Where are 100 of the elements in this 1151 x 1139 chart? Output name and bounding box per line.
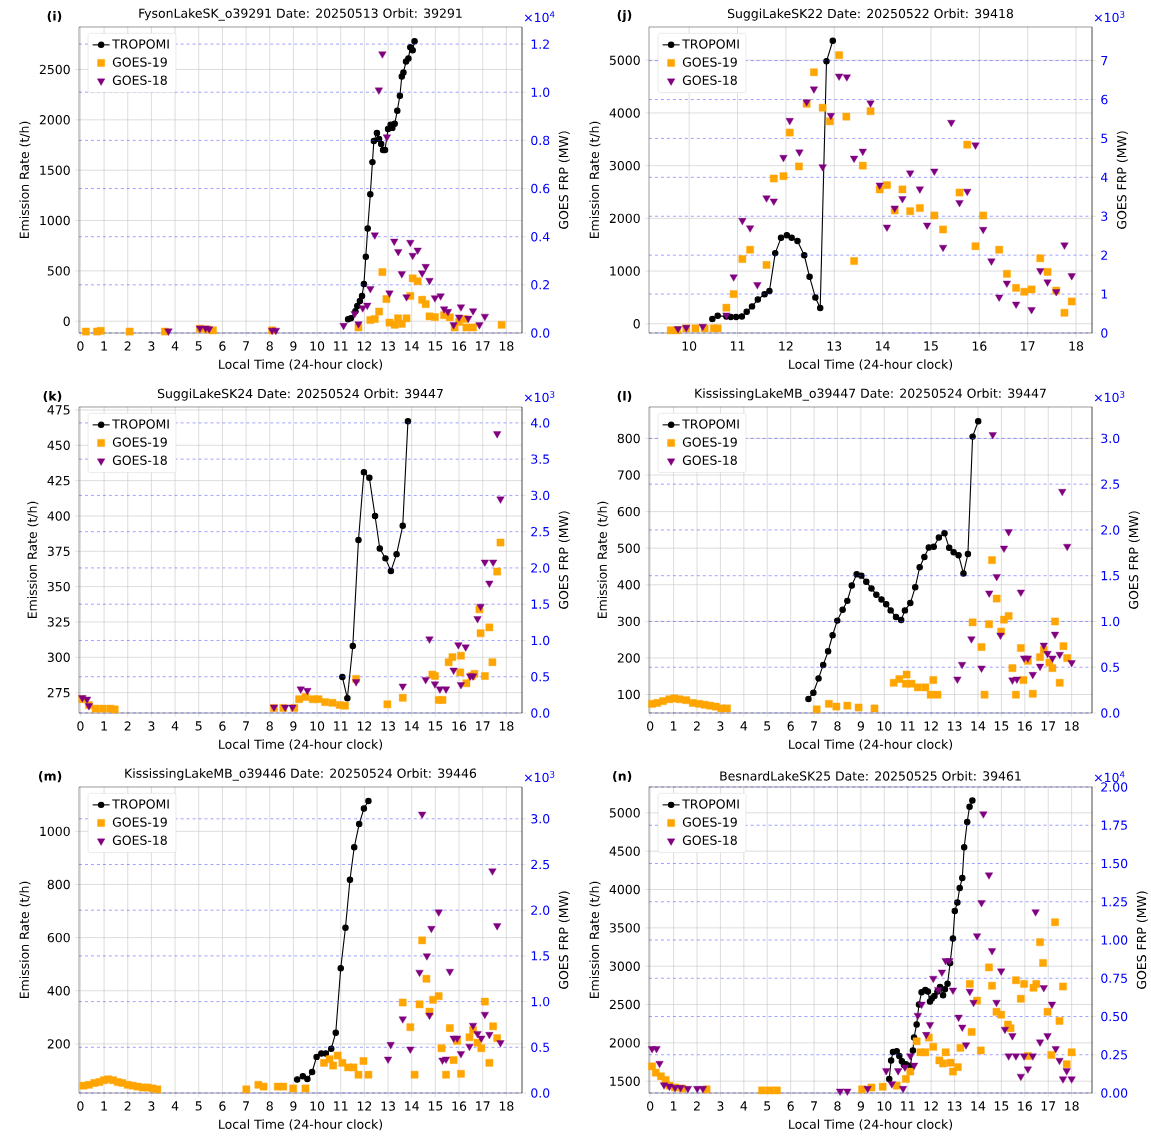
y2-tick-label: 1.0	[531, 635, 550, 646]
x-tick-label: 6	[219, 1101, 226, 1111]
y2-tick-label: 0.8	[531, 135, 550, 146]
chart-title: KississingLakeMB_o39446 Date: 20250524 Orbit: 39446	[125, 768, 477, 781]
x-tick-label: 5	[195, 341, 202, 351]
text: ×10$^{4}$	[524, 11, 555, 23]
x-tick-label: 2	[693, 721, 700, 731]
x-tick-label: 14	[971, 721, 986, 731]
legend-label: TROPOMI	[112, 419, 169, 429]
x-tick-label: 3	[148, 341, 155, 351]
y-tick-label: 3000	[609, 160, 640, 171]
y-tick-label: 500	[617, 543, 640, 553]
x-tick-label: 4	[740, 1101, 748, 1111]
x-tick-label: 4	[171, 1101, 179, 1111]
y-tick-label: 1000	[40, 215, 70, 226]
y2-tick-label: 0.6	[531, 183, 550, 194]
legend-label: GOES-18	[682, 835, 737, 845]
x-tick-label: 13	[381, 341, 395, 351]
x-tick-label: 12	[924, 1101, 938, 1111]
x-tick-label: 14	[405, 721, 419, 731]
x-tick-label: 16	[1018, 1101, 1032, 1111]
x-tick-label: 5	[195, 721, 202, 731]
y2-tick-label: 2.0	[531, 905, 550, 915]
x-tick-label: 15	[994, 721, 1009, 731]
y-tick-label: 425	[47, 475, 70, 486]
y2-tick-label: 0.5	[1101, 662, 1120, 672]
y-tick-label: 4000	[609, 884, 640, 895]
y-tick-label: 100	[618, 689, 640, 700]
x-tick-label: 1	[671, 721, 677, 731]
y-axis-title: Emission Rate (t/h)	[589, 881, 601, 999]
y2-tick-label: 0.0	[531, 328, 550, 338]
y2-tick-label: 0.5	[531, 672, 550, 682]
legend-label: TROPOMI	[682, 799, 739, 809]
x-tick-label: 14	[971, 1101, 986, 1111]
x-tick-label: 9	[857, 721, 864, 731]
y2-tick-label: 0.0	[531, 1088, 550, 1098]
y2-tick-label: 1.2	[531, 39, 549, 49]
x-tick-label: 6	[787, 1101, 794, 1111]
y-axis-title: Emission Rate (t/h)	[19, 881, 31, 999]
x-tick-label: 2	[124, 1101, 131, 1111]
x-tick-label: 11	[334, 721, 348, 731]
y-tick-label: 275	[47, 687, 70, 698]
y-tick-label: 5000	[609, 808, 640, 818]
chart-title: FysonLakeSK_o39291 Date: 20250513 Orbit: 39291	[139, 8, 462, 21]
y-tick-label: 2000	[609, 1038, 640, 1048]
x-tick-label: 11	[730, 341, 745, 351]
x-tick-label: 17	[476, 721, 490, 731]
y-axis-title: Emission Rate (t/h)	[19, 121, 31, 239]
y2-tick-label: 3	[1101, 211, 1108, 221]
x-tick-label: 2	[124, 341, 131, 351]
x-tick-label: 9	[290, 721, 297, 731]
x-tick-label: 10	[310, 341, 325, 351]
x-tick-label: 16	[972, 341, 987, 351]
x-tick-label: 10	[310, 721, 325, 731]
y-tick-label: 325	[47, 617, 70, 627]
y2-tick-label: 1.5	[531, 599, 550, 609]
x-tick-label: 9	[290, 341, 297, 351]
y2-tick-label: 5	[1101, 133, 1108, 144]
y2-tick-label: 0	[1101, 328, 1108, 338]
x-tick-label: 3	[148, 1101, 155, 1111]
x-tick-label: 5	[764, 721, 771, 731]
chart-title: SuggiLakeSK22 Date: 20250522 Orbit: 39418	[727, 8, 1014, 21]
legend-label: TROPOMI	[112, 39, 169, 49]
x-tick-label: 9	[290, 1101, 297, 1111]
x-tick-label: 12	[924, 721, 938, 731]
y2-tick-label: 2.0	[531, 563, 550, 573]
x-tick-label: 10	[310, 1101, 325, 1111]
y2-tick-label: 1	[1101, 289, 1108, 299]
y2-tick-label: 1.25	[1101, 897, 1127, 907]
y-tick-label: 400	[47, 986, 70, 996]
x-tick-label: 6	[219, 721, 226, 731]
legend-label: GOES-19	[682, 57, 737, 67]
x-tick-label: 10	[877, 721, 892, 731]
x-tick-label: 7	[243, 1101, 249, 1111]
y-tick-label: 0	[633, 319, 640, 329]
y2-axis-title: GOES FRP (MW)	[1128, 511, 1140, 609]
y-axis-title: Emission Rate (t/h)	[27, 501, 39, 619]
x-tick-label: 4	[740, 721, 748, 731]
y2-tick-label: 2.5	[531, 859, 550, 870]
y2-tick-label: 0.4	[531, 231, 550, 242]
y2-tick-label: 2.00	[1101, 782, 1128, 792]
x-axis-title: Local Time (24-hour clock)	[789, 1119, 953, 1131]
y2-tick-label: 3.0	[531, 814, 550, 824]
y-tick-label: 3000	[609, 961, 640, 971]
y-tick-label: 2000	[39, 115, 70, 125]
y-tick-label: 4000	[609, 108, 640, 118]
x-tick-label: 17	[1021, 341, 1035, 351]
y-tick-label: 1000	[610, 266, 640, 276]
x-tick-label: 2	[693, 1101, 700, 1111]
x-tick-label: 7	[811, 721, 817, 731]
x-tick-label: 0	[77, 341, 84, 351]
x-tick-label: 7	[243, 341, 249, 351]
legend-label: GOES-18	[682, 75, 737, 85]
y2-tick-label: 7	[1101, 56, 1108, 66]
x-tick-label: 13	[381, 1101, 395, 1111]
text: ×10$^{4}$	[1094, 771, 1125, 783]
x-tick-label: 12	[357, 721, 372, 731]
x-tick-label: 18	[499, 1101, 514, 1111]
y-tick-label: 3500	[609, 923, 640, 933]
x-tick-label: 15	[428, 721, 443, 731]
